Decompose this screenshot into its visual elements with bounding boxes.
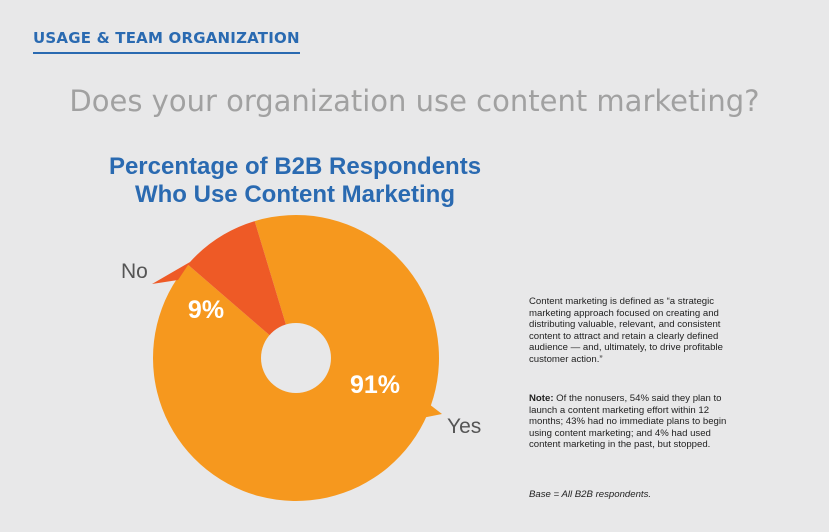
pie-hole (261, 323, 331, 393)
chart-title-line-1: Percentage of B2B Respondents (108, 153, 482, 180)
chart-title: Percentage of B2B Respondents Who Use Co… (95, 153, 495, 209)
pie-value-label-no: 9% (188, 296, 224, 324)
pie-category-label-no: No (121, 260, 148, 283)
note-body: Of the nonusers, 54% said they plan to l… (529, 393, 727, 451)
chart-title-line-2: Who Use Content Marketing (134, 181, 455, 208)
section-title: USAGE & TEAM ORGANIZATION (33, 29, 300, 54)
note-text: Note: Of the nonusers, 54% said they pla… (529, 393, 734, 451)
pie-pointer-yes (412, 394, 442, 420)
base-text: Base = All B2B respondents. (529, 489, 652, 500)
pie-pointer-no (152, 262, 190, 284)
page-question: Does your organization use content marke… (69, 84, 760, 118)
definition-text: Content marketing is defined as “a strat… (529, 296, 723, 365)
pie-slice-no (187, 221, 296, 358)
pie-category-label-yes: Yes (447, 415, 481, 438)
pie-value-label-yes: 91% (350, 371, 400, 399)
note-label: Note: (529, 393, 554, 404)
